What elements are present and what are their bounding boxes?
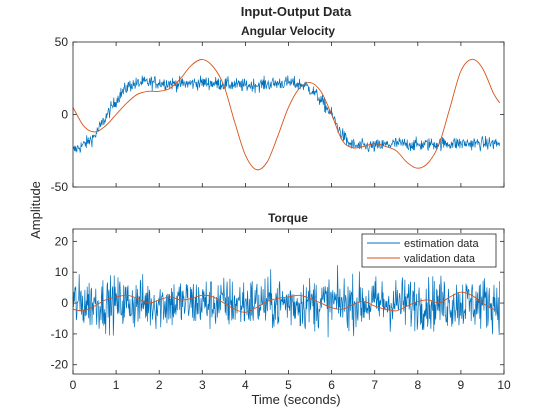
x-axis-label: Time (seconds) bbox=[251, 392, 340, 407]
x-tick-label: 2 bbox=[156, 378, 163, 392]
x-tick-label: 1 bbox=[113, 378, 120, 392]
y-tick-label: 0 bbox=[61, 108, 68, 122]
x-tick-label: 10 bbox=[497, 378, 511, 392]
x-tick-label: 8 bbox=[414, 378, 421, 392]
legend-box bbox=[361, 233, 497, 268]
y-tick-label: 50 bbox=[55, 35, 69, 49]
x-tick-label: 7 bbox=[371, 378, 378, 392]
y-tick-label: -20 bbox=[51, 358, 69, 372]
subplot-1-series bbox=[72, 58, 501, 171]
subplot-2-axes-box bbox=[72, 228, 505, 375]
series-line-estimation-data bbox=[72, 265, 501, 338]
x-tick-label: 6 bbox=[328, 378, 335, 392]
subplot-1-plot-area bbox=[73, 42, 504, 187]
legend: estimation data validation data bbox=[361, 233, 497, 268]
x-tick-label: 5 bbox=[285, 378, 292, 392]
subplot-2-title: Torque bbox=[268, 211, 308, 225]
x-tick-label: 4 bbox=[242, 378, 249, 392]
legend-entry-validation: validation data bbox=[404, 253, 476, 265]
y-axis-label: Amplitude bbox=[28, 181, 43, 239]
subplot-2-series bbox=[72, 265, 501, 338]
series-line-validation-data bbox=[72, 58, 501, 171]
y-tick-label: 0 bbox=[61, 296, 68, 310]
y-tick-label: -50 bbox=[51, 180, 69, 194]
subplot-angular-velocity: 50 0 -50 Angular Velocity bbox=[51, 24, 505, 194]
subplot-1-axes-box bbox=[72, 41, 505, 188]
y-tick-label: 20 bbox=[55, 234, 69, 248]
figure-title: Input-Output Data bbox=[241, 4, 352, 19]
y-tick-label: 10 bbox=[55, 265, 69, 279]
y-tick-label: -10 bbox=[51, 327, 69, 341]
series-line-validation-data bbox=[72, 291, 500, 313]
x-tick-label: 0 bbox=[70, 378, 77, 392]
subplot-1-title: Angular Velocity bbox=[241, 24, 335, 38]
x-tick-label: 9 bbox=[458, 378, 465, 392]
legend-entry-estimation: estimation data bbox=[404, 238, 479, 250]
x-tick-label: 3 bbox=[199, 378, 206, 392]
series-line-estimation-data bbox=[72, 75, 501, 154]
